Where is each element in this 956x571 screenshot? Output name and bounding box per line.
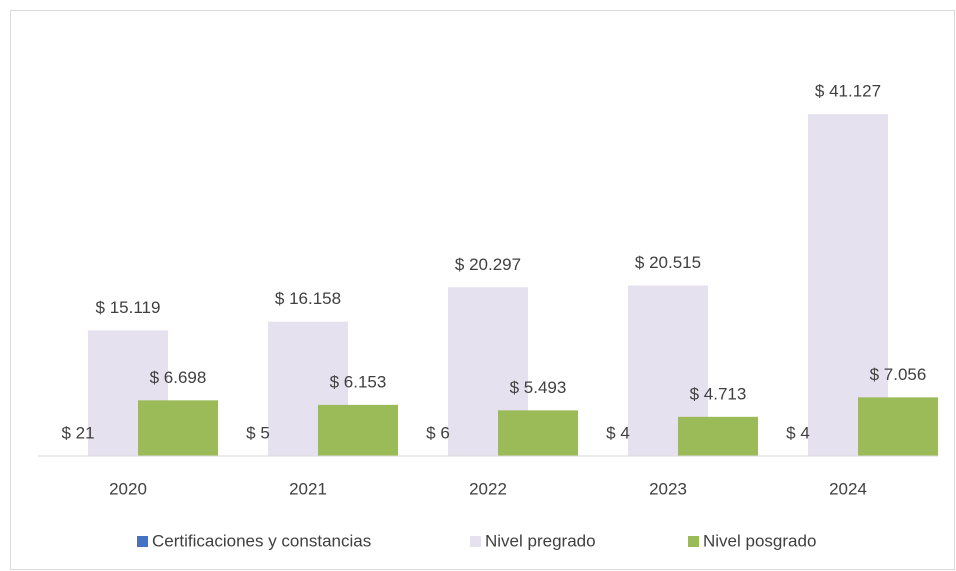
legend-swatch bbox=[688, 536, 699, 547]
x-tick-label: 2024 bbox=[829, 479, 867, 498]
data-label: $ 41.127 bbox=[815, 82, 881, 101]
x-tick-label: 2022 bbox=[469, 479, 507, 498]
x-tick-label: 2021 bbox=[289, 479, 327, 498]
legend-swatch bbox=[470, 536, 481, 547]
data-label: $ 16.158 bbox=[275, 289, 341, 308]
legend-label: Certificaciones y constancias bbox=[152, 531, 371, 550]
bar bbox=[318, 404, 398, 456]
data-label: $ 5.493 bbox=[510, 378, 567, 397]
data-label: $ 4.713 bbox=[690, 384, 747, 403]
legend-label: Nivel pregrado bbox=[485, 531, 596, 550]
legend-swatch bbox=[137, 536, 148, 547]
legend-label: Nivel posgrado bbox=[703, 531, 816, 550]
data-label: $ 4 bbox=[606, 423, 630, 442]
x-tick-label: 2023 bbox=[649, 479, 687, 498]
data-label: $ 6 bbox=[426, 423, 450, 442]
data-label: $ 21 bbox=[61, 423, 94, 442]
data-label: $ 6.153 bbox=[330, 372, 387, 391]
data-label: $ 15.119 bbox=[96, 298, 161, 317]
bar bbox=[678, 416, 758, 456]
data-label: $ 6.698 bbox=[150, 368, 207, 387]
data-label: $ 20.515 bbox=[635, 253, 701, 272]
data-label: $ 5 bbox=[246, 423, 270, 442]
bar bbox=[858, 397, 938, 456]
bar bbox=[498, 410, 578, 456]
data-label: $ 7.056 bbox=[870, 365, 927, 384]
data-label: $ 20.297 bbox=[455, 255, 521, 274]
x-tick-label: 2020 bbox=[109, 479, 147, 498]
data-label: $ 4 bbox=[786, 423, 810, 442]
bar bbox=[138, 400, 218, 456]
